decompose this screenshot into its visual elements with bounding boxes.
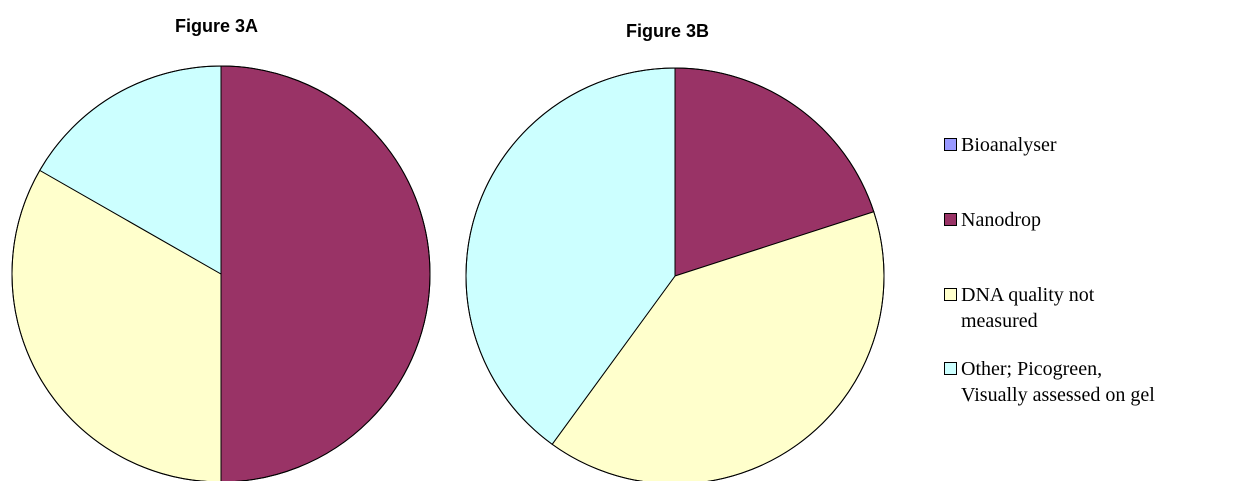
- legend-item-nanodrop: Nanodrop: [944, 207, 1239, 233]
- legend-label-dna-quality-not-measured: DNA quality not measured: [961, 284, 1095, 332]
- legend-swatch-other: [944, 362, 957, 375]
- legend-item-bioanalyser: Bioanalyser: [944, 132, 1239, 158]
- figure-3b-outline: [465, 67, 885, 481]
- pie-chart-figure-3a: [11, 65, 431, 481]
- legend-swatch-bioanalyser: [944, 138, 957, 151]
- figure-3a-outline: [11, 65, 431, 481]
- legend-swatch-nanodrop: [944, 213, 957, 226]
- chart-title-figure-3b: Figure 3B: [626, 21, 710, 41]
- legend-item-dna-quality-not-measured: DNA quality not measured: [944, 282, 1239, 334]
- chart-title-figure-3a: Figure 3A: [175, 16, 259, 36]
- legend-swatch-dna-quality-not-measured: [944, 288, 957, 301]
- legend-label-bioanalyser: Bioanalyser: [961, 134, 1057, 156]
- legend-label-nanodrop: Nanodrop: [961, 209, 1041, 231]
- legend-item-other: Other; Picogreen, Visually assessed on g…: [944, 356, 1239, 408]
- pie-chart-figure-3b: [465, 67, 885, 481]
- legend-label-other: Other; Picogreen, Visually assessed on g…: [961, 358, 1155, 406]
